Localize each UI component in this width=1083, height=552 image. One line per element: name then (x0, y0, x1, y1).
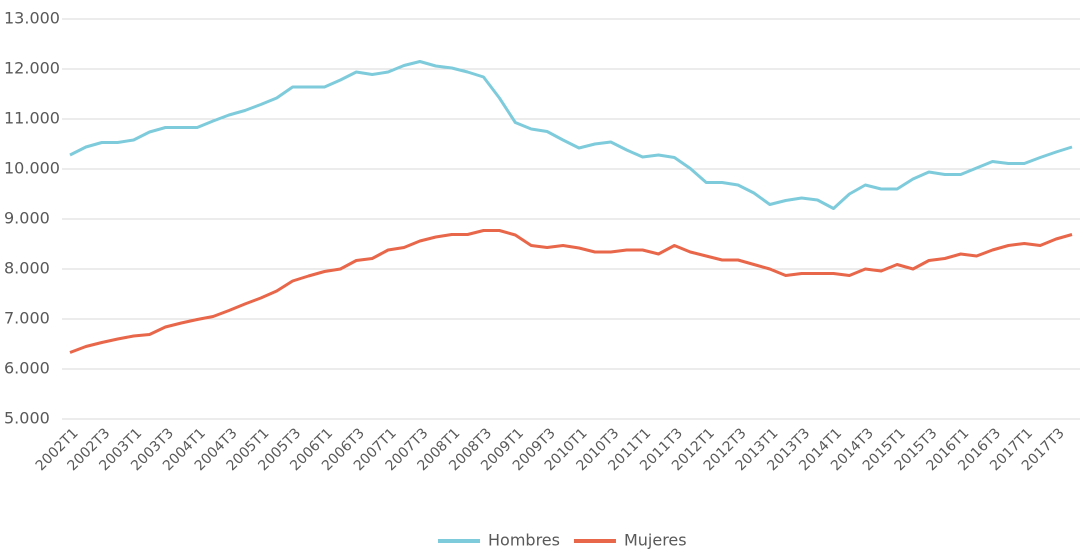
y-tick-label: 10.000 (4, 159, 60, 178)
y-tick-label: 9.000 (4, 209, 50, 228)
y-tick-label: 5.000 (4, 409, 50, 428)
legend-label: Mujeres (624, 531, 687, 550)
line-series (69, 60, 1073, 210)
y-tick-label: 6.000 (4, 359, 50, 378)
legend-label: Hombres (488, 531, 560, 550)
y-tick-label: 13.000 (4, 9, 60, 28)
y-tick-label: 8.000 (4, 259, 50, 278)
y-tick-label: 7.000 (4, 309, 50, 328)
line-series (69, 229, 1073, 354)
y-tick-label: 11.000 (4, 109, 60, 128)
y-tick-label: 12.000 (4, 59, 60, 78)
